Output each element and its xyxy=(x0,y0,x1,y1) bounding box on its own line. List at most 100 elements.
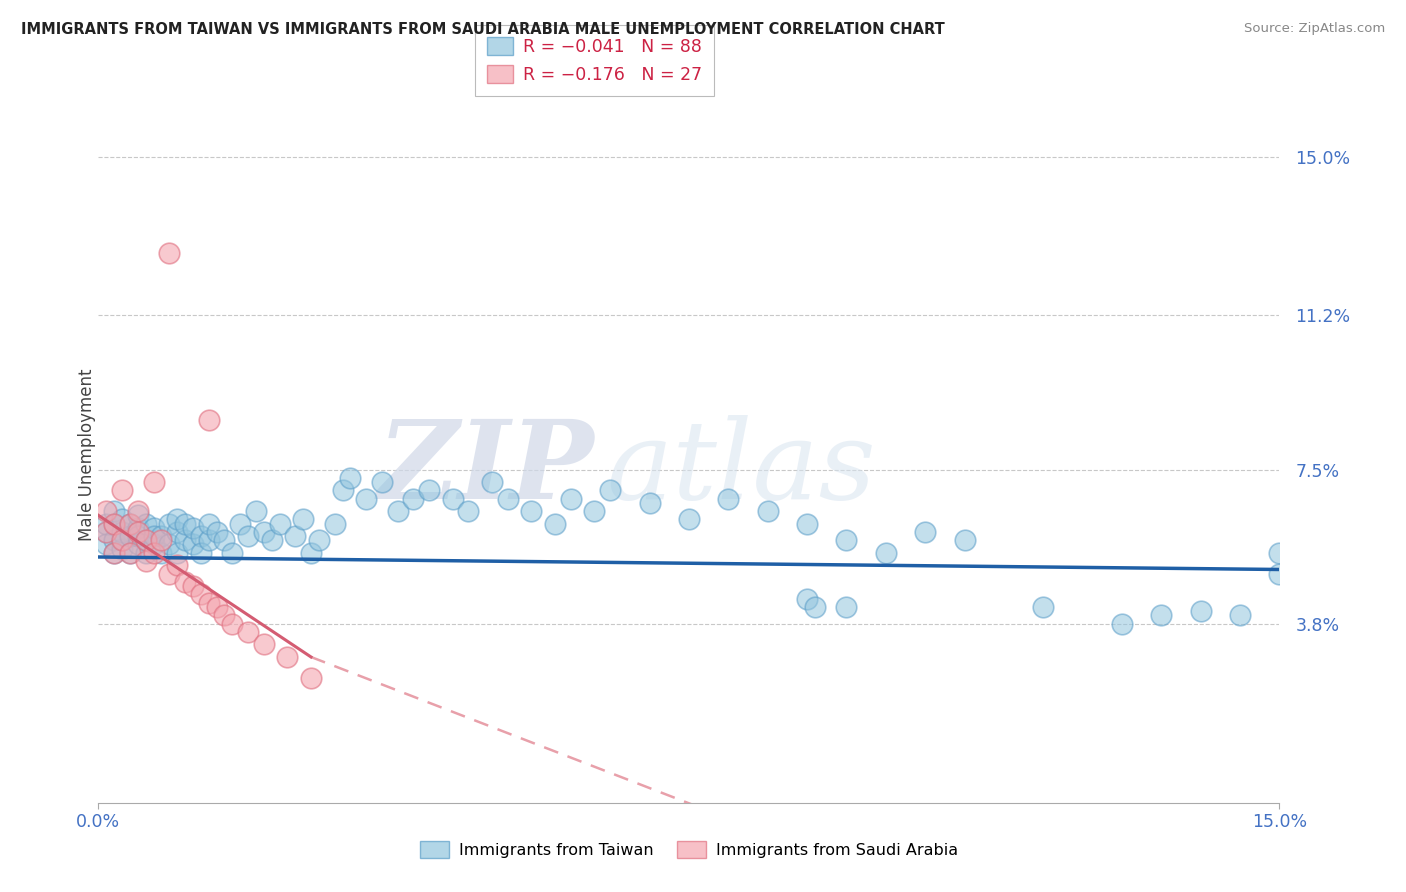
Point xyxy=(111,512,134,526)
Point xyxy=(118,516,141,531)
Legend: Immigrants from Taiwan, Immigrants from Saudi Arabia: Immigrants from Taiwan, Immigrants from … xyxy=(413,835,965,864)
Point xyxy=(875,546,897,560)
Point xyxy=(835,533,858,548)
Point xyxy=(214,533,236,548)
Point xyxy=(135,516,157,531)
Point xyxy=(135,546,157,560)
Point xyxy=(245,504,267,518)
Point xyxy=(205,524,228,539)
Point xyxy=(236,529,259,543)
Point xyxy=(127,537,149,551)
Point xyxy=(221,616,243,631)
Point xyxy=(418,483,440,498)
Point xyxy=(197,533,219,548)
Point xyxy=(1150,608,1173,623)
Point xyxy=(174,533,197,548)
Point xyxy=(96,537,118,551)
Point xyxy=(292,512,315,526)
Point xyxy=(914,524,936,539)
Point xyxy=(387,504,409,518)
Point xyxy=(835,599,858,614)
Point xyxy=(111,541,134,556)
Point xyxy=(190,529,212,543)
Point xyxy=(103,504,125,518)
Point xyxy=(253,638,276,652)
Point xyxy=(197,596,219,610)
Point xyxy=(371,475,394,489)
Point xyxy=(157,566,180,581)
Point xyxy=(135,533,157,548)
Point xyxy=(520,504,543,518)
Point xyxy=(181,537,204,551)
Point xyxy=(166,524,188,539)
Point xyxy=(190,546,212,560)
Point xyxy=(544,516,567,531)
Point xyxy=(150,533,173,548)
Point xyxy=(111,524,134,539)
Point xyxy=(1229,608,1251,623)
Point xyxy=(157,537,180,551)
Text: Source: ZipAtlas.com: Source: ZipAtlas.com xyxy=(1244,22,1385,36)
Point xyxy=(181,521,204,535)
Point xyxy=(205,599,228,614)
Point xyxy=(229,516,252,531)
Point xyxy=(96,504,118,518)
Point xyxy=(150,529,173,543)
Y-axis label: Male Unemployment: Male Unemployment xyxy=(79,368,96,541)
Point xyxy=(269,516,291,531)
Point xyxy=(103,546,125,560)
Point xyxy=(174,574,197,589)
Point xyxy=(441,491,464,506)
Point xyxy=(599,483,621,498)
Point xyxy=(118,516,141,531)
Point xyxy=(481,475,503,489)
Point xyxy=(796,591,818,606)
Point xyxy=(276,650,298,665)
Point xyxy=(339,471,361,485)
Point xyxy=(197,516,219,531)
Point xyxy=(1268,566,1291,581)
Point xyxy=(402,491,425,506)
Point xyxy=(103,516,125,531)
Point xyxy=(142,521,165,535)
Point xyxy=(96,524,118,539)
Point xyxy=(118,546,141,560)
Point xyxy=(221,546,243,560)
Point xyxy=(150,546,173,560)
Point xyxy=(496,491,519,506)
Point xyxy=(308,533,330,548)
Point xyxy=(142,529,165,543)
Point xyxy=(299,671,322,685)
Point xyxy=(181,579,204,593)
Point xyxy=(1268,546,1291,560)
Point xyxy=(583,504,606,518)
Point xyxy=(354,491,377,506)
Point xyxy=(166,512,188,526)
Point xyxy=(142,475,165,489)
Text: IMMIGRANTS FROM TAIWAN VS IMMIGRANTS FROM SAUDI ARABIA MALE UNEMPLOYMENT CORRELA: IMMIGRANTS FROM TAIWAN VS IMMIGRANTS FRO… xyxy=(21,22,945,37)
Point xyxy=(127,508,149,523)
Point xyxy=(1032,599,1054,614)
Point xyxy=(174,516,197,531)
Point xyxy=(103,546,125,560)
Point xyxy=(111,483,134,498)
Point xyxy=(756,504,779,518)
Point xyxy=(197,412,219,426)
Point xyxy=(166,546,188,560)
Point xyxy=(96,516,118,531)
Text: atlas: atlas xyxy=(606,415,876,523)
Point xyxy=(560,491,582,506)
Point xyxy=(214,608,236,623)
Point xyxy=(127,524,149,539)
Point xyxy=(678,512,700,526)
Point xyxy=(236,625,259,640)
Point xyxy=(103,516,125,531)
Point xyxy=(260,533,283,548)
Point xyxy=(166,558,188,573)
Point xyxy=(796,516,818,531)
Point xyxy=(127,529,149,543)
Point xyxy=(96,524,118,539)
Point xyxy=(127,504,149,518)
Text: ZIP: ZIP xyxy=(378,415,595,523)
Point xyxy=(157,516,180,531)
